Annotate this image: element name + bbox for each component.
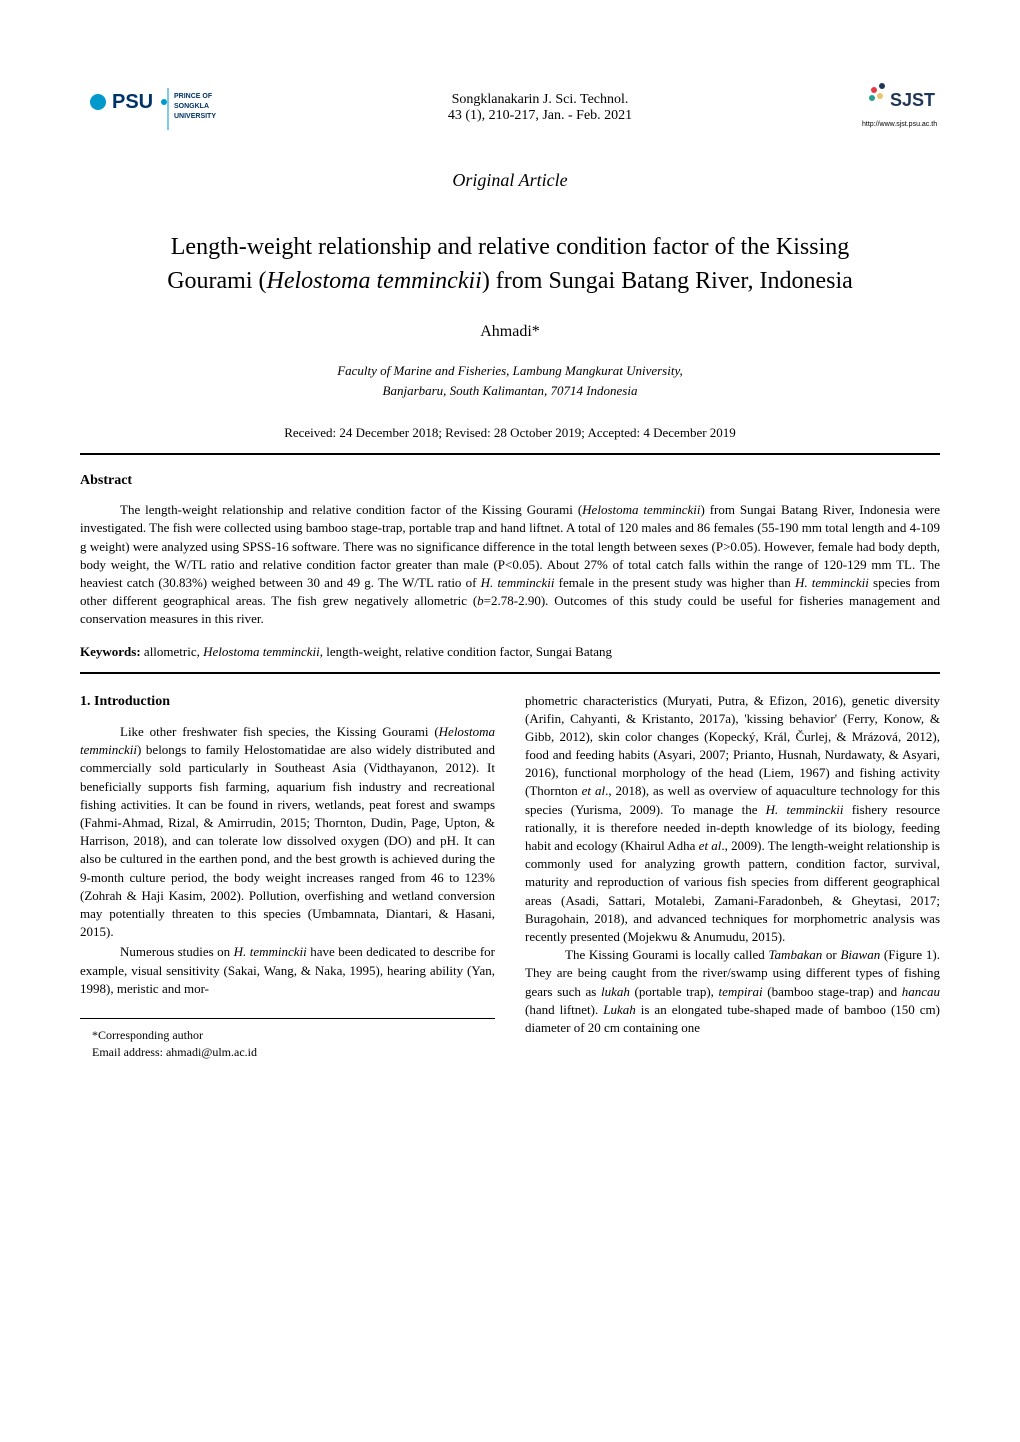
- intro-para2: Numerous studies on H. temminckii have b…: [80, 943, 495, 998]
- corresponding-line1: *Corresponding author: [80, 1027, 495, 1044]
- affiliation-line2: Banjarbaru, South Kalimantan, 70714 Indo…: [383, 383, 638, 398]
- svg-text:http://www.sjst.psu.ac.th: http://www.sjst.psu.ac.th: [862, 121, 937, 128]
- right-column: phometric characteristics (Muryati, Putr…: [525, 692, 940, 1061]
- corresponding-line2: Email address: ahmadi@ulm.ac.id: [80, 1044, 495, 1061]
- corresponding-author: *Corresponding author Email address: ahm…: [80, 1018, 495, 1061]
- logo-right: SJST http://www.sjst.psu.ac.th: [860, 80, 940, 135]
- keywords-text: allometric, Helostoma temminckii, length…: [141, 644, 612, 659]
- journal-issue: 43 (1), 210-217, Jan. - Feb. 2021: [448, 108, 632, 124]
- title-species: Helostoma temminckii: [267, 268, 482, 294]
- affiliation-line1: Faculty of Marine and Fisheries, Lambung…: [337, 363, 683, 378]
- intro-para3: phometric characteristics (Muryati, Putr…: [525, 692, 940, 947]
- intro-para1: Like other freshwater fish species, the …: [80, 723, 495, 941]
- article-title: Length-weight relationship and relative …: [80, 231, 940, 298]
- affiliation: Faculty of Marine and Fisheries, Lambung…: [80, 361, 940, 400]
- two-column-body: 1. Introduction Like other freshwater fi…: [80, 692, 940, 1061]
- rule-top: [80, 453, 940, 455]
- intro-para4: The Kissing Gourami is locally called Ta…: [525, 946, 940, 1037]
- rule-bottom: [80, 672, 940, 674]
- logo-left: PSU PRINCE OF SONGKLA UNIVERSITY: [80, 80, 220, 135]
- sjst-logo-icon: SJST http://www.sjst.psu.ac.th: [860, 80, 940, 130]
- journal-name: Songklanakarin J. Sci. Technol.: [448, 92, 632, 108]
- author: Ahmadi*: [80, 323, 940, 341]
- svg-text:SONGKLA: SONGKLA: [174, 103, 209, 110]
- intro-heading: 1. Introduction: [80, 692, 495, 712]
- keywords-label: Keywords:: [80, 644, 141, 659]
- title-line1: Length-weight relationship and relative …: [171, 234, 849, 260]
- svg-text:PRINCE OF: PRINCE OF: [174, 93, 213, 100]
- svg-text:UNIVERSITY: UNIVERSITY: [174, 113, 216, 120]
- dates: Received: 24 December 2018; Revised: 28 …: [80, 425, 940, 441]
- keywords-line: Keywords: allometric, Helostoma temminck…: [80, 644, 940, 660]
- title-line2-pre: Gourami (: [167, 268, 266, 294]
- journal-info: Songklanakarin J. Sci. Technol. 43 (1), …: [448, 92, 632, 124]
- psu-logo-icon: PSU PRINCE OF SONGKLA UNIVERSITY: [80, 80, 220, 135]
- svg-text:PSU: PSU: [112, 91, 153, 113]
- abstract-heading: Abstract: [80, 473, 940, 489]
- article-type: Original Article: [80, 170, 940, 191]
- svg-text:SJST: SJST: [890, 90, 935, 110]
- abstract-text: The length-weight relationship and relat…: [80, 501, 940, 628]
- left-column: 1. Introduction Like other freshwater fi…: [80, 692, 495, 1061]
- header-row: PSU PRINCE OF SONGKLA UNIVERSITY Songkla…: [80, 80, 940, 135]
- title-line2-post: ) from Sungai Batang River, Indonesia: [482, 268, 853, 294]
